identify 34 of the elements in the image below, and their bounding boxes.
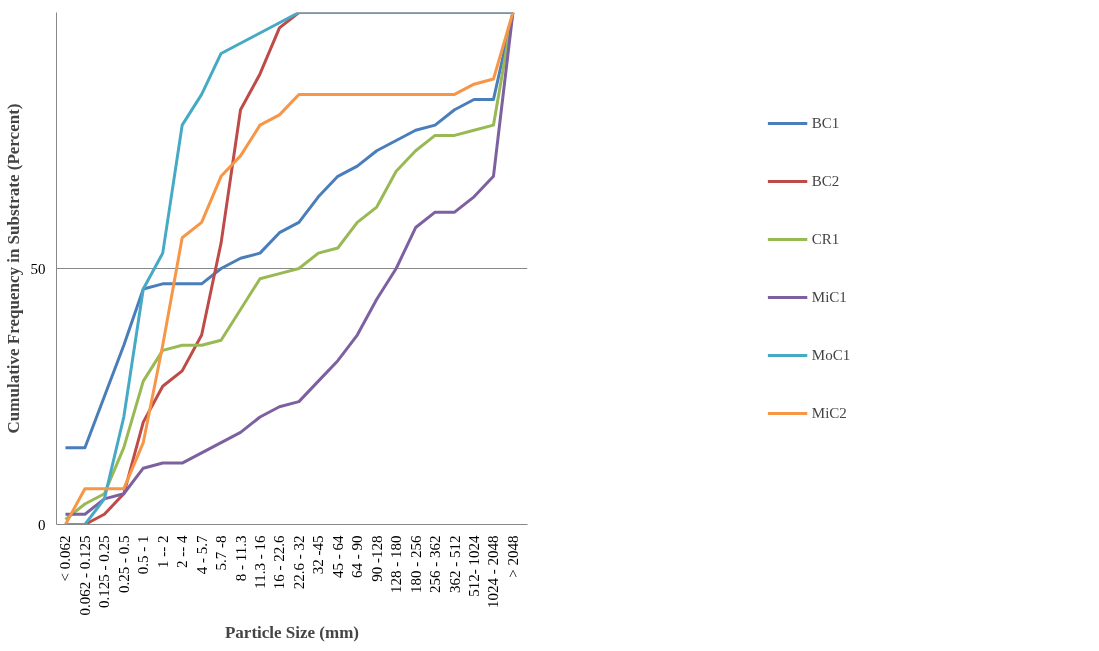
x-tick-label: 0.5 - 1 — [135, 535, 152, 575]
x-tick-label: 2 -- 4 — [174, 535, 191, 568]
x-tick-label: 45 - 64 — [329, 535, 346, 578]
x-tick-label: > 2048 — [504, 535, 521, 578]
x-tick-label: 1024 - 2048 — [485, 535, 502, 608]
x-tick-label: 8 - 11.3 — [232, 535, 249, 582]
y-axis-title: Cumulative Frequency in Substrate (Percent) — [3, 103, 23, 434]
x-tick-label: 11.3 - 16 — [252, 535, 268, 589]
x-tick-label: 0.125 - 0.25 — [96, 535, 113, 608]
x-tick-label: 22.6 - 32 — [290, 535, 307, 590]
x-tick-label: < 0.062 — [57, 535, 74, 582]
legend-label: BC1 — [811, 114, 840, 132]
x-tick-label: 64 - 90 — [349, 535, 366, 578]
x-tick-label: 512- 1024 — [466, 535, 482, 597]
x-tick-label: 90 -128 — [368, 535, 385, 582]
x-tick-label: 32 -45 — [310, 535, 327, 575]
legend-label: MiC1 — [811, 288, 847, 306]
x-tick-label: 4 - 5.7 — [193, 535, 210, 575]
x-tick-label: 256 - 362 — [427, 535, 444, 593]
x-tick-label: 5.7 -8 — [213, 535, 230, 571]
legend-label: MoC1 — [811, 346, 851, 364]
x-tick-label: 128 - 180 — [388, 535, 405, 593]
x-tick-label: 1 -- 2 — [154, 535, 171, 568]
x-tick-label: 362 - 512 — [446, 535, 463, 593]
y-tick-label: 50 — [30, 260, 46, 277]
y-tick-label: 0 — [38, 516, 46, 533]
legend-label: CR1 — [811, 230, 840, 248]
x-tick-label: 0.25 - 0.5 — [115, 535, 132, 593]
x-tick-label: 16 - 22.6 — [271, 535, 288, 590]
x-axis-title: Particle Size (mm) — [224, 623, 360, 643]
legend-label: BC2 — [811, 172, 840, 190]
legend-label: MiC2 — [811, 404, 847, 422]
x-tick-label: 0.062 - 0.125 — [76, 535, 93, 616]
x-tick-label: 180 - 256 — [407, 535, 424, 593]
